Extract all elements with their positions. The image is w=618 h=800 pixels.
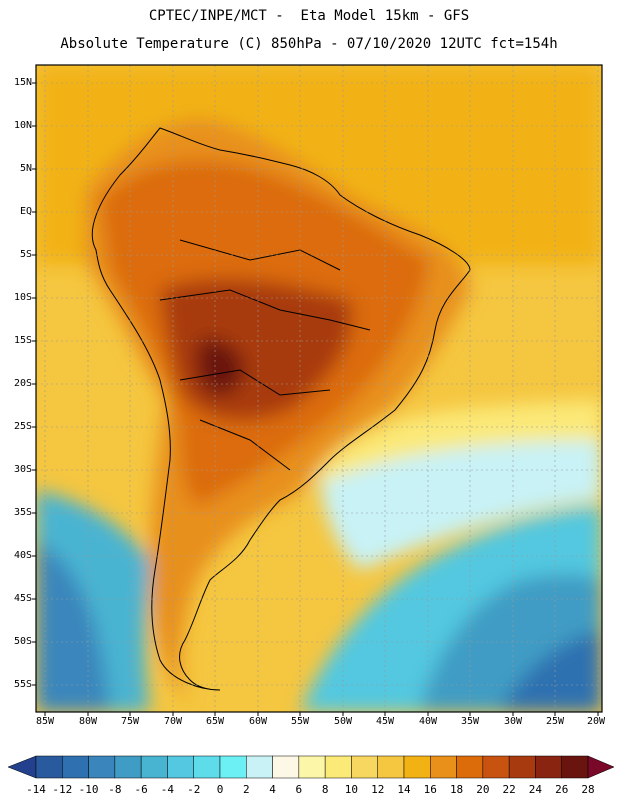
coastlines <box>91 127 471 691</box>
colorbar-bin <box>456 755 484 779</box>
colorbar-bin <box>219 755 247 779</box>
colorbar-bin <box>114 755 142 779</box>
colorbar-level-label: 26 <box>555 783 569 796</box>
colorbar-bin <box>561 755 589 779</box>
title-line-2: Absolute Temperature (C) 850hPa - 07/10/… <box>60 36 558 52</box>
colorbar-overflow-arrow <box>587 755 615 779</box>
colorbar-level-label: 6 <box>295 783 303 796</box>
lat-label-40s: 40S <box>13 550 32 561</box>
colorbar-level-label: -14 <box>26 783 46 796</box>
colorbar-bin <box>535 755 562 779</box>
lon-label-65w: 65W <box>205 716 225 727</box>
colorbar-bin <box>246 755 273 779</box>
lon-label-60w: 60W <box>248 716 268 727</box>
lat-label-eq: EQ <box>19 206 32 217</box>
map-field <box>36 65 602 712</box>
lat-label-50s: 50S <box>13 636 32 647</box>
colorbar-level-label: 22 <box>502 783 516 796</box>
colorbar-bin <box>272 755 300 779</box>
colorbar-bin <box>62 755 89 779</box>
colorbar-level-label: -10 <box>78 783 99 796</box>
lat-label-30s: 30S <box>13 464 32 475</box>
colorbar-bin <box>403 755 431 779</box>
colorbar-level-label: -12 <box>52 783 73 796</box>
colorbar-bin <box>377 755 405 779</box>
colorbar-bin <box>324 755 352 779</box>
colorbar-bin <box>140 755 168 779</box>
lat-label-15s: 15S <box>13 335 32 346</box>
colorbar-level-label: 8 <box>321 783 329 796</box>
lat-label-5n: 5N <box>19 163 32 174</box>
colorbar-level-label: 24 <box>528 783 543 796</box>
colorbar-bin <box>508 755 536 779</box>
lon-label-45w: 45W <box>375 716 395 727</box>
lat-label-10n: 10N <box>13 120 32 131</box>
lon-label-20w: 20W <box>586 716 606 727</box>
lat-label-25s: 25S <box>13 421 32 432</box>
colorbar-level-label: 20 <box>476 783 490 796</box>
lat-label-15n: 15N <box>13 77 32 88</box>
colorbar-bin <box>430 755 457 779</box>
lon-label-30w: 30W <box>503 716 523 727</box>
colorbar-bin <box>351 755 378 779</box>
lon-label-50w: 50W <box>333 716 353 727</box>
lat-label-35s: 35S <box>13 507 32 518</box>
lon-label-80w: 80W <box>78 716 98 727</box>
lon-label-35w: 35W <box>460 716 480 727</box>
lat-label-45s: 45S <box>13 593 32 604</box>
colorbar-bin <box>167 755 194 779</box>
colorbar-level-label: 18 <box>449 783 464 796</box>
lon-label-85w: 85W <box>35 716 55 727</box>
colorbar-level-label: -6 <box>134 783 148 796</box>
axis-ticks <box>32 82 599 716</box>
temperature-shading <box>36 65 602 712</box>
colorbar-level-label: 16 <box>423 783 437 796</box>
lon-label-75w: 75W <box>120 716 140 727</box>
title-line-1: CPTEC/INPE/MCT - Eta Model 15km - GFS <box>148 8 470 24</box>
map-frame <box>35 64 603 713</box>
lat-label-5s: 5S <box>19 249 32 260</box>
lat-label-55s: 55S <box>13 679 32 690</box>
colorbar-bin <box>193 755 221 779</box>
lon-label-70w: 70W <box>163 716 183 727</box>
colorbar <box>7 755 615 779</box>
lat-lon-grid <box>36 65 602 712</box>
colorbar-level-label: 14 <box>397 783 411 796</box>
colorbar-level-label: 0 <box>216 783 224 796</box>
colorbar-level-label: -2 <box>187 783 201 796</box>
lon-label-25w: 25W <box>545 716 565 727</box>
colorbar-level-label: 28 <box>581 783 595 796</box>
colorbar-bin <box>88 755 116 779</box>
lon-label-55w: 55W <box>290 716 310 727</box>
colorbar-bin <box>298 755 326 779</box>
colorbar-level-label: -8 <box>108 783 122 796</box>
colorbar-bin <box>482 755 510 779</box>
colorbar-level-label: 12 <box>371 783 385 796</box>
colorbar-level-label: 10 <box>344 783 359 796</box>
colorbar-level-label: -4 <box>160 783 175 796</box>
lat-label-10s: 10S <box>13 292 32 303</box>
colorbar-level-label: 2 <box>242 783 250 796</box>
lat-label-20s: 20S <box>13 378 32 389</box>
colorbar-underflow-arrow <box>7 755 37 779</box>
colorbar-bin <box>35 755 63 779</box>
colorbar-level-label: 4 <box>269 783 276 796</box>
lon-label-40w: 40W <box>418 716 438 727</box>
